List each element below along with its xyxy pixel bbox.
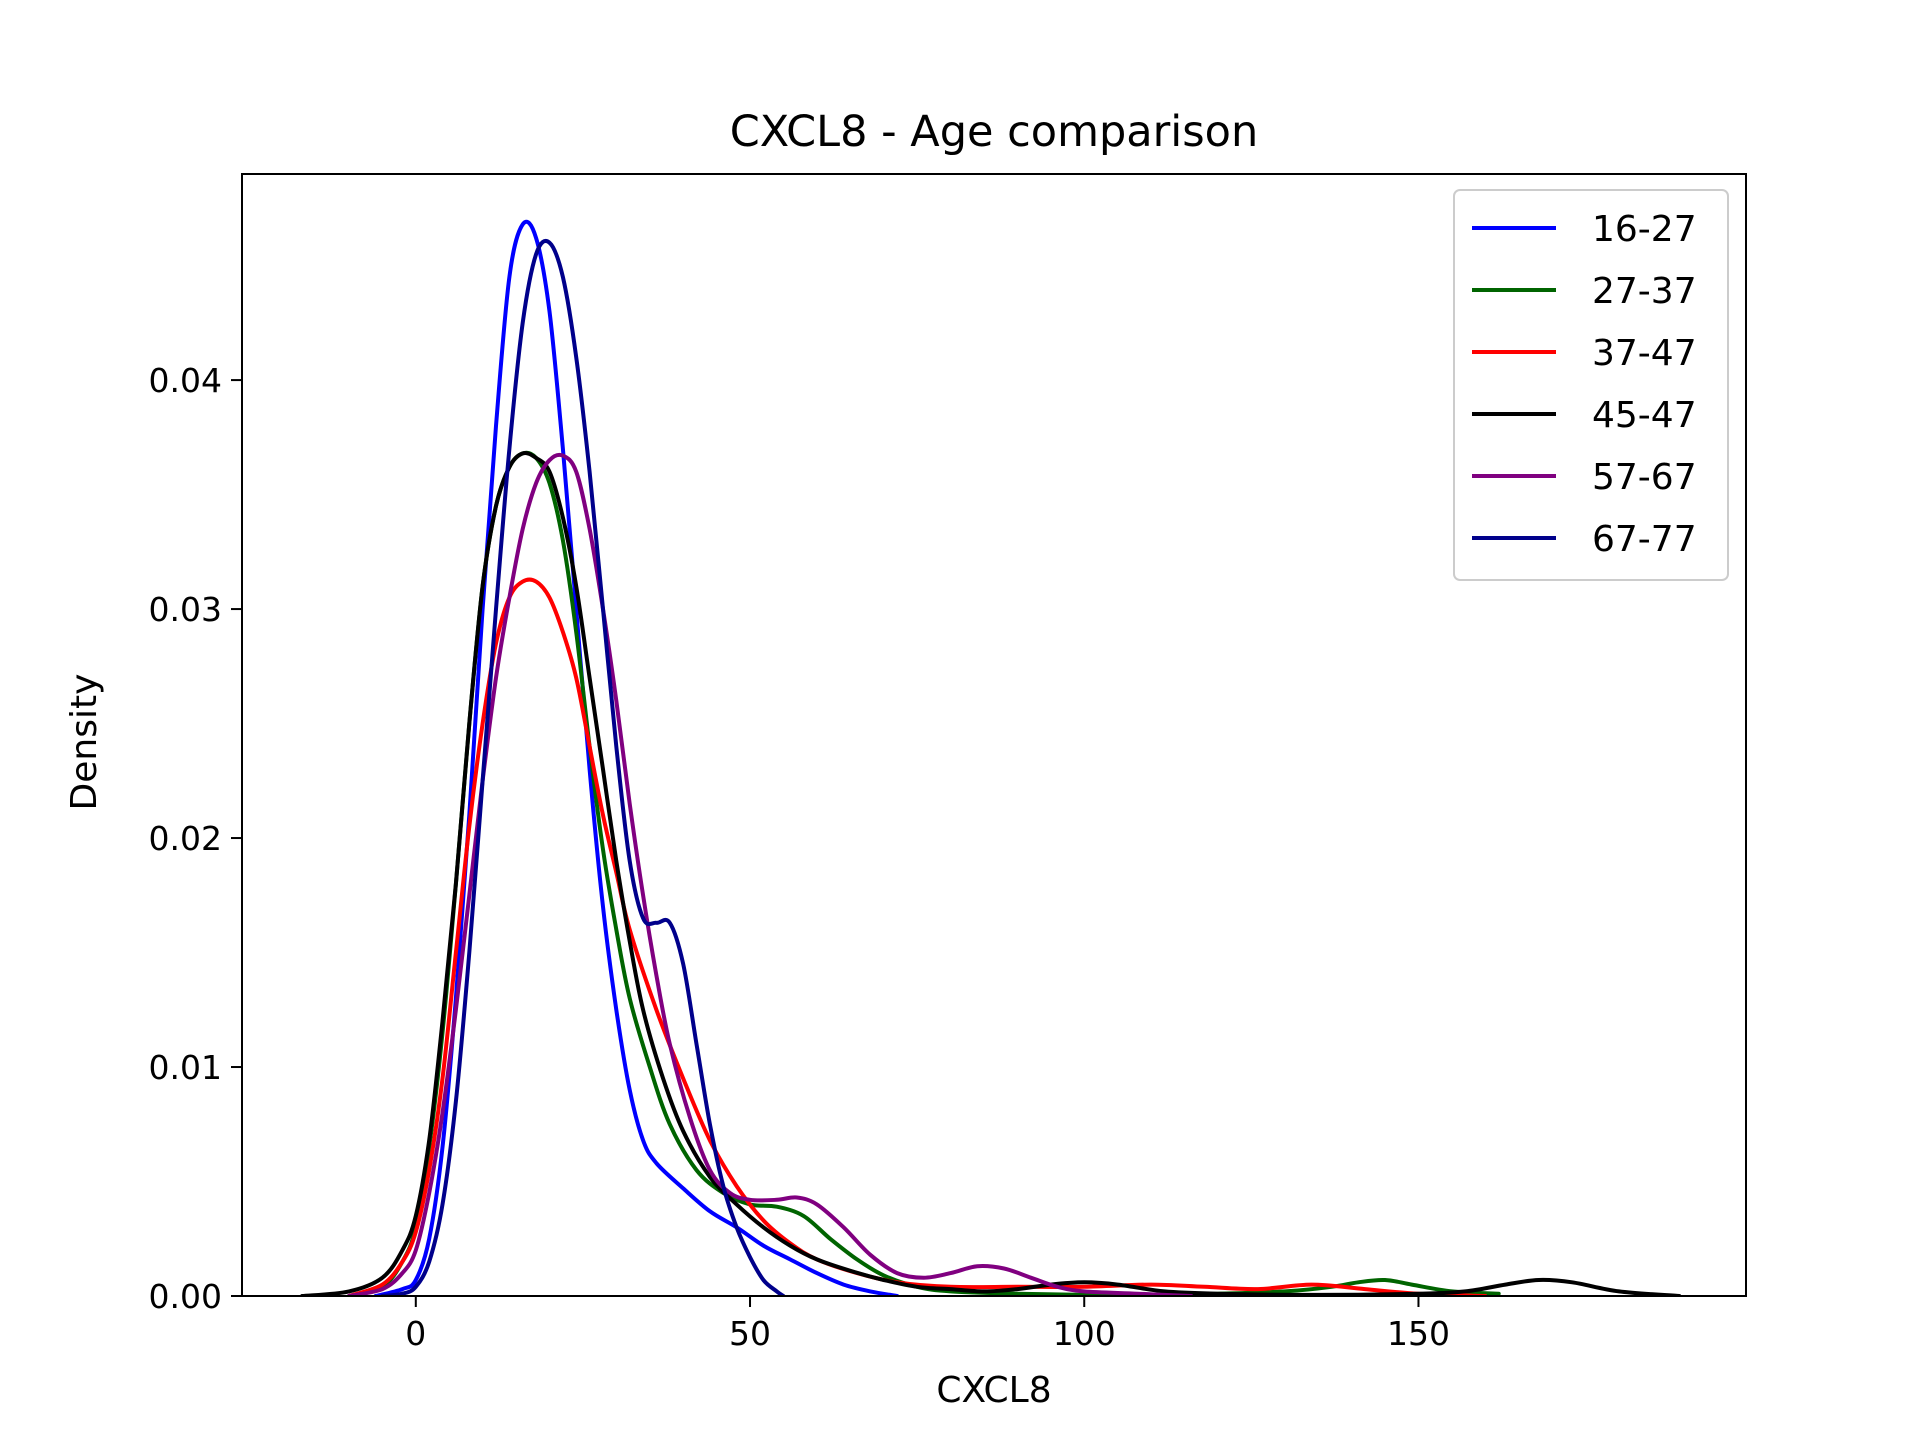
x-tick-label: 150	[1387, 1314, 1450, 1353]
legend-label-37-47: 37-47	[1592, 333, 1697, 374]
series-line-57-67	[347, 452, 1194, 1296]
legend-label-16-27: 16-27	[1592, 209, 1697, 250]
legend-label-27-37: 27-37	[1592, 271, 1697, 312]
legend-label-57-67: 57-67	[1592, 457, 1697, 498]
legend-label-67-77: 67-77	[1592, 519, 1697, 560]
legend-box	[1453, 189, 1729, 581]
series-line-45-47	[300, 451, 1682, 1296]
x-tick-label: 50	[729, 1314, 771, 1353]
series-line-67-77	[380, 239, 786, 1296]
y-tick-label: 0.00	[149, 1277, 222, 1316]
y-tick-label: 0.03	[149, 590, 222, 629]
x-axis-label: CXCL8	[936, 1370, 1051, 1411]
legend: 16-27 27-37 37-47 45-47 57-67 67-77	[1453, 189, 1729, 581]
y-tick-label: 0.01	[149, 1048, 222, 1087]
x-tick-label: 0	[405, 1314, 426, 1353]
legend-label-45-47: 45-47	[1592, 395, 1697, 436]
y-tick-label: 0.04	[149, 361, 222, 400]
y-tick-label: 0.02	[149, 819, 222, 858]
chart-title: CXCL8 - Age comparison	[730, 107, 1258, 157]
y-axis-label: Density	[64, 674, 105, 811]
plot-frame	[241, 173, 1747, 1297]
x-tick-label: 100	[1053, 1314, 1116, 1353]
axes: 0 50 100 150 0.00 0.01 0.02 0.03 0.04	[149, 173, 1747, 1353]
plot-lines	[300, 219, 1682, 1296]
